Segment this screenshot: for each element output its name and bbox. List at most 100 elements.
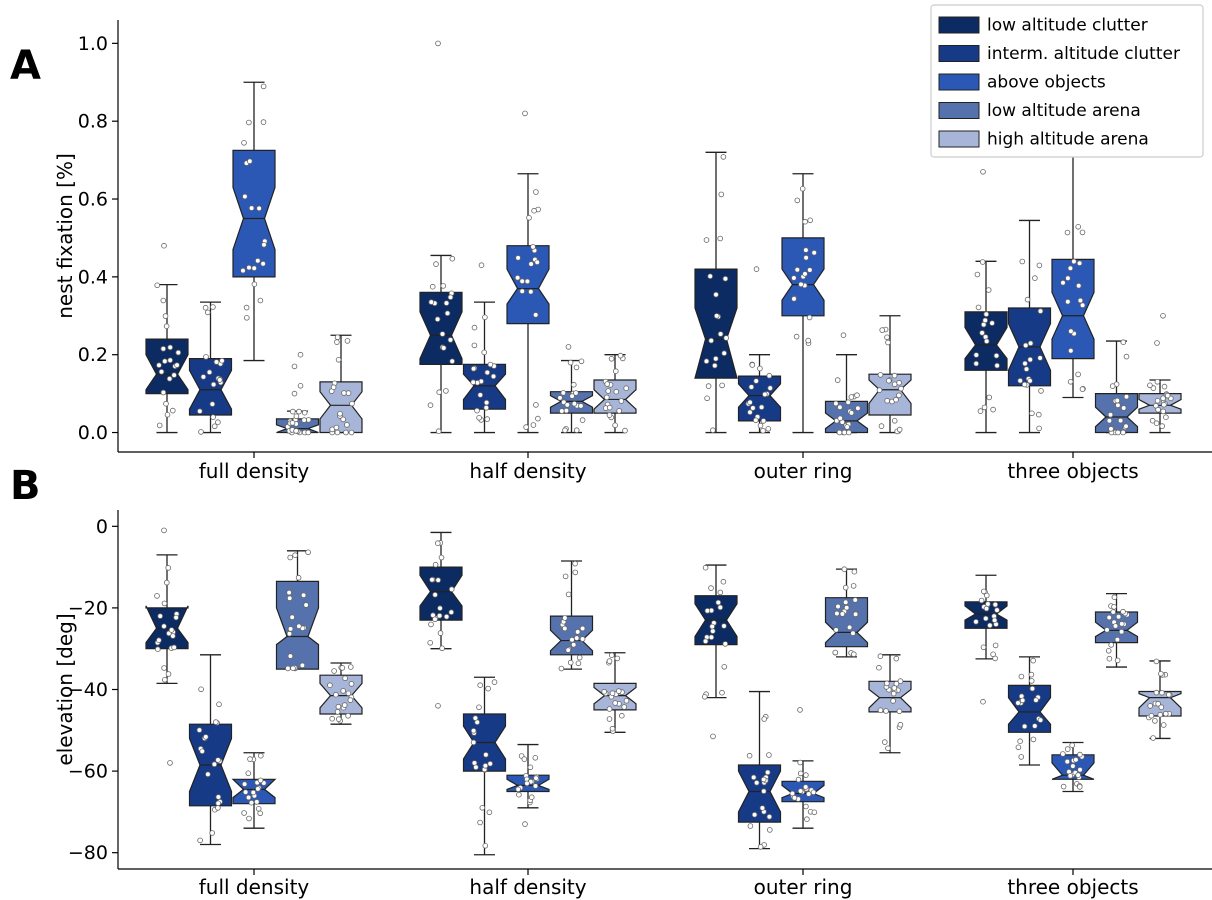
panel-a-box-low-altitude-arena-half-density-point [570,381,577,388]
panel-a-box-high-altitude-arena-half-density-point [623,385,629,392]
panel-b-box-low-altitude-arena-half-density-point [573,635,580,641]
panel-b-box-above-objects-three-objects-point [1070,763,1076,769]
panel-a-box-interm-altitude-clutter-half-density-point [470,379,477,386]
panel-a-box-high-altitude-arena-three-objects-point [1164,392,1171,399]
panel-a-box-high-altitude-arena-outer-ring-point [893,396,899,403]
panel-b-box-above-objects-full-density-point [255,805,262,812]
panel-a-box-interm-altitude-clutter-outer-ring-point [767,385,773,391]
panel-b-box-low-altitude-arena-outer-ring-point [852,611,859,617]
panel-b-box-low-altitude-clutter-full-density-point [156,637,162,643]
panel-a-box-high-altitude-arena-three-objects-point [1155,406,1161,413]
panel-a-box-low-altitude-clutter-half-density-body [419,291,463,365]
panel-b-box-high-altitude-arena-outer-ring-point [877,653,884,659]
panel-b-box-high-altitude-arena-three-objects [1138,658,1182,741]
panel-a-box-high-altitude-arena-half-density [593,352,637,434]
panel-b-box-interm-altitude-clutter-full-density-point [199,748,206,755]
panel-a-box-high-altitude-arena-full-density-point [334,334,341,341]
panel-a-box-above-objects-three-objects-body [1051,258,1095,360]
panel-b-box-low-altitude-clutter-full-density-point [171,644,177,651]
panel-b-box-above-objects-three-objects-point [1075,772,1081,778]
panel-a-box-low-altitude-arena-three-objects-point [1120,405,1127,411]
panel-a-box-low-altitude-arena-three-objects-point [1123,393,1130,400]
panel-a-box-low-altitude-arena-full-density-point [301,417,307,423]
panel-b-box-low-altitude-arena-half-density-point [565,647,571,653]
panel-a-box-above-objects-full-density-point [257,297,264,304]
panel-b-box-low-altitude-arena-half-density-point [579,636,586,642]
panel-a-y-tick-label: 0.2 [78,344,108,366]
panel-a-box-low-altitude-arena-three-objects-point [1120,339,1127,346]
panel-a-box-interm-altitude-clutter-three-objects-point [1027,377,1033,384]
panel-a-box-low-altitude-arena-three-objects-point [1120,429,1126,436]
panel-b-box-low-altitude-arena-half-density-point [575,660,582,667]
panel-a-box-high-altitude-arena-three-objects-point [1150,385,1157,391]
panel-b-box-high-altitude-arena-half-density-point [601,688,607,695]
panel-a-box-interm-altitude-clutter-three-objects [1007,219,1052,434]
panel-a-box-high-altitude-arena-outer-ring-point [876,387,883,393]
panel-b-box-interm-altitude-clutter-half-density-point [470,739,477,746]
panel-a-box-interm-altitude-clutter-three-objects-point [1022,360,1028,367]
panel-a-box-low-altitude-arena-half-density-point [579,417,586,423]
panel-b-box-low-altitude-arena-full-density-point [286,589,292,596]
panel-a-box-low-altitude-arena-outer-ring-point [834,377,841,383]
panel-b-box-above-objects-three-objects-point [1069,742,1075,748]
panel-b-box-above-objects-outer-ring-point [803,803,809,810]
legend-swatch [938,73,980,91]
panel-b-box-low-altitude-arena-outer-ring-point [850,630,856,637]
panel-b-box-high-altitude-arena-full-density-point [345,690,352,697]
panel-a-box-low-altitude-arena-half-density-point [573,364,580,371]
panel-b-box-interm-altitude-clutter-outer-ring-point [760,776,767,783]
panel-a-box-low-altitude-clutter-full-density-point [158,368,165,375]
panel-b-box-low-altitude-arena-half-density-point [562,615,568,621]
panel-b-box-high-altitude-arena-full-density-point [341,702,348,708]
panel-b-box-low-altitude-clutter-half-density-point [448,586,455,592]
panel-b-box-low-altitude-clutter-half-density-point [439,645,445,652]
panel-b-box-high-altitude-arena-full-density-point [342,675,348,682]
panel-b-box-high-altitude-arena-outer-ring-point [877,707,884,714]
panel-a-box-interm-altitude-clutter-three-objects-point [1017,377,1023,384]
panel-a-box-above-objects-full-density-point [246,264,252,271]
panel-b-box-low-altitude-clutter-half-density-point [427,639,434,646]
panel-a-category-label-three-objects: three objects [1007,459,1138,483]
panel-b-box-low-altitude-arena-full-density-point [289,614,296,620]
panel-a-box-low-altitude-clutter-full-density-point [167,357,174,364]
panel-b-box-above-objects-three-objects-point [1064,746,1071,752]
panel-a-box-above-objects-outer-ring-point [798,281,804,288]
panel-a-box-low-altitude-clutter-full-density-point [156,362,162,369]
panel-b-box-high-altitude-arena-three-objects-point [1152,718,1158,724]
panel-b-box-low-altitude-arena-full-density-point [285,665,291,672]
panel-a-box-low-altitude-arena-half-density-point [563,407,570,414]
panel-b-box-high-altitude-arena-full-density-point [339,665,346,671]
legend-item-interm-altitude-clutter: interm. altitude clutter [938,44,1180,64]
panel-a-box-low-altitude-clutter-full-density-point [170,407,176,414]
panel-a-box-above-objects-half-density-point [535,415,541,422]
panel-b-box-low-altitude-clutter-half-density-point [437,605,443,611]
panel-a-box-low-altitude-clutter-half-density-point [429,283,436,290]
panel-a-box-above-objects-outer-ring-point [802,218,808,225]
panel-a-box-interm-altitude-clutter-outer-ring-point [766,372,773,379]
panel-b-box-interm-altitude-clutter-full-density-point [215,800,222,807]
panel-b-box-low-altitude-arena-half-density-point [558,665,565,672]
panel-a-box-low-altitude-arena-full-density-outlier [297,351,304,358]
panel-a-box-above-objects-half-density-point [533,402,539,408]
panel-b-box-high-altitude-arena-half-density-point [612,700,618,706]
panel-a-box-interm-altitude-clutter-half-density-point [484,369,491,376]
panel-a-box-high-altitude-arena-three-objects [1138,312,1182,434]
panel-b-box-above-objects-three-objects [1051,741,1095,793]
panel-b-box-high-altitude-arena-half-density-point [614,655,621,662]
panel-a-box-above-objects-outer-ring-point [803,254,809,261]
panel-a-box-high-altitude-arena-half-density-point [603,394,610,401]
panel-a-box-above-objects-three-objects-point [1076,260,1083,267]
panel-b-box-high-altitude-arena-half-density-point [618,712,625,719]
panel-a-box-interm-altitude-clutter-half-density-point [481,349,488,356]
panel-b-box-interm-altitude-clutter-half-density-point [483,751,489,758]
panel-a-box-low-altitude-clutter-half-density-point [434,316,441,323]
panel-a-box-low-altitude-arena-full-density-point [305,429,312,436]
panel-b-box-above-objects-half-density-point [521,756,528,762]
panel-a-box-above-objects-outer-ring-point [805,337,811,344]
panel-a-y-tick-label: 0.0 [78,422,108,444]
panel-a-box-low-altitude-clutter-full-density-point [164,411,171,418]
panel-a-box-low-altitude-arena-half-density-point [578,358,585,365]
panel-a-box-low-altitude-arena-outer-ring-point [844,424,850,430]
panel-b-box-low-altitude-arena-full-density-point [296,623,302,629]
panel-a-box-high-altitude-arena-half-density-point [618,398,625,404]
